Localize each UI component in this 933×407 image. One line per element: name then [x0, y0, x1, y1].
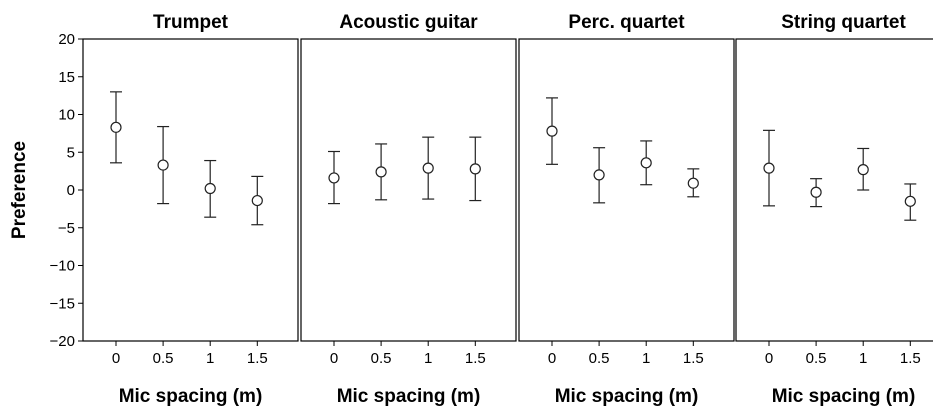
y-tick-label: −5: [58, 220, 75, 237]
x-axis-label: Mic spacing (m): [772, 386, 916, 407]
panel-frame: [82, 38, 299, 342]
data-point: [593, 169, 605, 181]
y-tick-label: −10: [50, 258, 75, 275]
y-tick-label: 10: [58, 107, 75, 124]
panel-title: String quartet: [781, 12, 906, 33]
data-point: [375, 166, 387, 178]
x-tick-label: 0.5: [153, 350, 174, 367]
panel-2: Perc. quartet Mic spacing (m) 0 0.5 1 1.5: [518, 12, 735, 407]
x-tick-label: 1: [642, 350, 650, 367]
panel-1: Acoustic guitar Mic spacing (m) 0 0.5 1 1.5: [300, 12, 517, 407]
y-tick-label: −20: [50, 333, 75, 350]
x-tick-label: 1.5: [900, 350, 921, 367]
data-point: [328, 172, 340, 184]
y-tick-label: 0: [67, 182, 75, 199]
x-tick-label: 1.5: [683, 350, 704, 367]
x-tick-label: 0: [548, 350, 556, 367]
data-point: [110, 121, 122, 133]
x-tick-label: 1.5: [247, 350, 268, 367]
x-tick-label: 0.5: [371, 350, 392, 367]
y-tick-label: 20: [58, 31, 75, 48]
data-point: [422, 162, 434, 174]
x-tick-label: 0: [765, 350, 773, 367]
data-point: [904, 195, 916, 207]
data-point: [640, 157, 652, 169]
panel-3: String quartet Mic spacing (m) 0 0.5 1 1.5: [735, 12, 933, 407]
x-axis-label: Mic spacing (m): [119, 386, 263, 407]
data-point: [687, 177, 699, 189]
x-tick-label: 1: [206, 350, 214, 367]
y-axis-label: Preference: [9, 141, 30, 239]
data-point: [546, 125, 558, 137]
x-tick-label: 1: [859, 350, 867, 367]
panel-frame: [300, 38, 517, 342]
y-tick-label: 15: [58, 69, 75, 86]
x-tick-label: 1: [424, 350, 432, 367]
x-axis-label: Mic spacing (m): [337, 386, 481, 407]
panel-frame: [518, 38, 735, 342]
panel-title: Acoustic guitar: [339, 12, 478, 33]
data-point: [763, 162, 775, 174]
data-point: [469, 163, 481, 175]
x-axis-label: Mic spacing (m): [555, 386, 699, 407]
x-tick-label: 0.5: [589, 350, 610, 367]
x-tick-label: 0.5: [806, 350, 827, 367]
data-point: [251, 194, 263, 207]
y-tick-label: −15: [50, 295, 75, 312]
panel-frame: [735, 38, 933, 342]
x-tick-label: 0: [112, 350, 120, 367]
panel-title: Perc. quartet: [568, 12, 685, 33]
y-tick-label: 5: [67, 144, 75, 161]
x-tick-label: 1.5: [465, 350, 486, 367]
panel-title: Trumpet: [153, 12, 229, 33]
data-point: [857, 164, 869, 176]
x-tick-label: 0: [330, 350, 338, 367]
data-point: [204, 182, 216, 195]
data-point: [810, 186, 822, 198]
data-point: [157, 159, 169, 171]
